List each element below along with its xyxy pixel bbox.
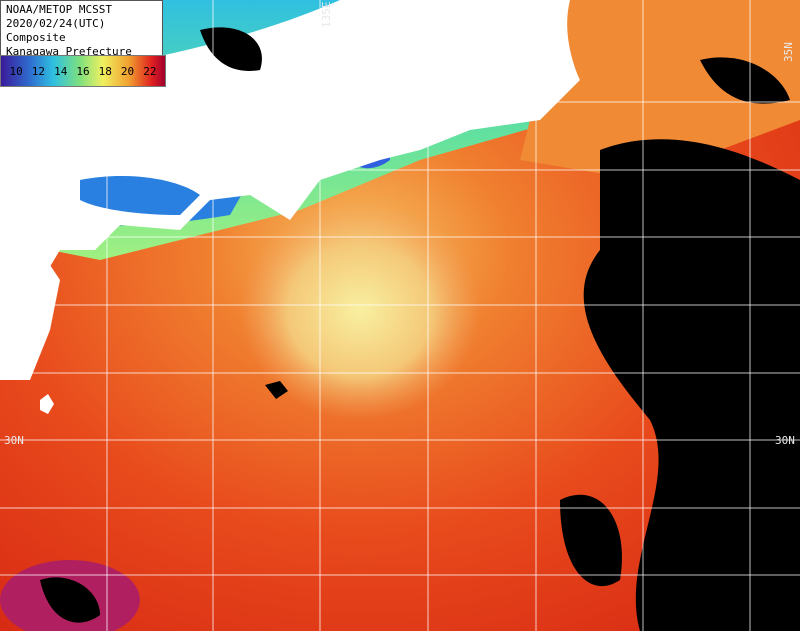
strait-water <box>80 175 200 215</box>
color-legend: 10 12 14 16 18 20 22 <box>0 55 166 87</box>
legend-label: 12 <box>31 64 46 78</box>
island <box>40 394 54 414</box>
lat-label: 35N <box>782 42 795 62</box>
land-kyushu <box>0 250 60 380</box>
header-line: NOAA/METOP MCSST <box>6 3 112 16</box>
warm-water <box>520 0 800 180</box>
lat-label: 30N <box>4 434 24 447</box>
header-line: 2020/02/24(UTC) Composite <box>6 17 106 44</box>
header-line: Kanagawa Prefecture <box>6 45 132 58</box>
legend-label: 14 <box>54 64 68 78</box>
legend-label: 20 <box>120 64 135 78</box>
lon-label: 135E <box>320 2 333 29</box>
warm-tongue <box>240 200 480 420</box>
lat-label: 30N <box>775 434 795 447</box>
legend-label: 18 <box>98 64 112 78</box>
header: NOAA/METOP MCSST 2020/02/24(UTC) Composi… <box>0 0 163 63</box>
legend-label: 16 <box>76 64 90 78</box>
legend-label: 10 <box>9 64 23 78</box>
legend-label: 22 <box>143 64 157 78</box>
